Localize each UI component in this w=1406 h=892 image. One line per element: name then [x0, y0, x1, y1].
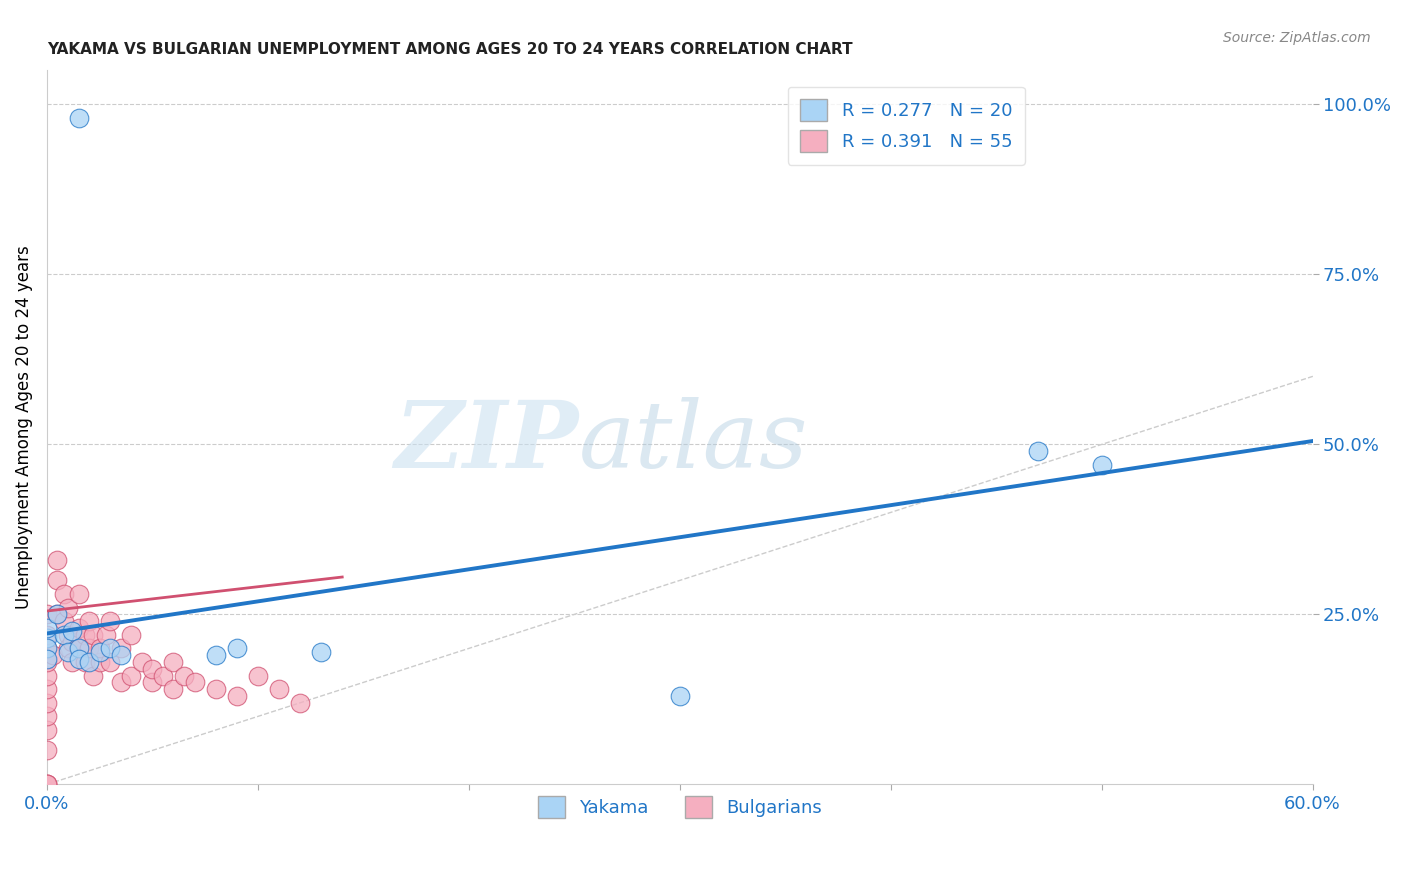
Point — [120, 628, 142, 642]
Point — [67, 651, 90, 665]
Point — [60, 634, 83, 648]
Point — [35, 668, 58, 682]
Point — [288, 696, 311, 710]
Point — [52, 587, 75, 601]
Point — [67, 641, 90, 656]
Point — [98, 655, 121, 669]
Point — [46, 607, 69, 622]
Point — [56, 600, 79, 615]
Point — [35, 607, 58, 622]
Text: ZIP: ZIP — [394, 397, 578, 487]
Point — [35, 651, 58, 665]
Point — [77, 655, 100, 669]
Point — [67, 587, 90, 601]
Point — [56, 628, 79, 642]
Point — [35, 641, 58, 656]
Point — [35, 743, 58, 757]
Point — [246, 668, 269, 682]
Legend: Yakama, Bulgarians: Yakama, Bulgarians — [530, 789, 830, 825]
Point — [67, 621, 90, 635]
Point — [98, 641, 121, 656]
Point — [1091, 458, 1114, 472]
Point — [89, 641, 111, 656]
Point — [35, 777, 58, 791]
Point — [35, 628, 58, 642]
Point — [46, 607, 69, 622]
Text: Source: ZipAtlas.com: Source: ZipAtlas.com — [1223, 31, 1371, 45]
Point — [183, 675, 205, 690]
Point — [56, 645, 79, 659]
Point — [46, 574, 69, 588]
Point — [35, 709, 58, 723]
Point — [668, 689, 690, 703]
Point — [162, 655, 184, 669]
Point — [309, 645, 332, 659]
Point — [42, 648, 65, 663]
Point — [162, 682, 184, 697]
Point — [110, 648, 132, 663]
Point — [110, 641, 132, 656]
Point — [60, 655, 83, 669]
Point — [141, 675, 163, 690]
Point — [173, 668, 195, 682]
Point — [67, 111, 90, 125]
Point — [82, 628, 104, 642]
Point — [73, 628, 96, 642]
Point — [35, 682, 58, 697]
Point — [35, 723, 58, 737]
Point — [35, 696, 58, 710]
Point — [89, 645, 111, 659]
Point — [1028, 444, 1050, 458]
Point — [204, 682, 226, 697]
Point — [89, 655, 111, 669]
Point — [67, 641, 90, 656]
Point — [52, 614, 75, 628]
Point — [98, 614, 121, 628]
Point — [73, 655, 96, 669]
Point — [35, 655, 58, 669]
Point — [77, 614, 100, 628]
Point — [56, 641, 79, 656]
Point — [131, 655, 153, 669]
Point — [225, 641, 247, 656]
Point — [94, 628, 117, 642]
Point — [52, 628, 75, 642]
Point — [60, 624, 83, 639]
Point — [46, 553, 69, 567]
Point — [82, 668, 104, 682]
Point — [267, 682, 290, 697]
Point — [77, 641, 100, 656]
Point — [120, 668, 142, 682]
Point — [152, 668, 174, 682]
Point — [204, 648, 226, 663]
Y-axis label: Unemployment Among Ages 20 to 24 years: Unemployment Among Ages 20 to 24 years — [15, 245, 32, 609]
Text: atlas: atlas — [578, 397, 808, 487]
Point — [110, 675, 132, 690]
Point — [225, 689, 247, 703]
Point — [35, 777, 58, 791]
Point — [35, 641, 58, 656]
Point — [35, 777, 58, 791]
Point — [141, 662, 163, 676]
Text: YAKAMA VS BULGARIAN UNEMPLOYMENT AMONG AGES 20 TO 24 YEARS CORRELATION CHART: YAKAMA VS BULGARIAN UNEMPLOYMENT AMONG A… — [46, 42, 852, 57]
Point — [35, 632, 58, 646]
Point — [35, 621, 58, 635]
